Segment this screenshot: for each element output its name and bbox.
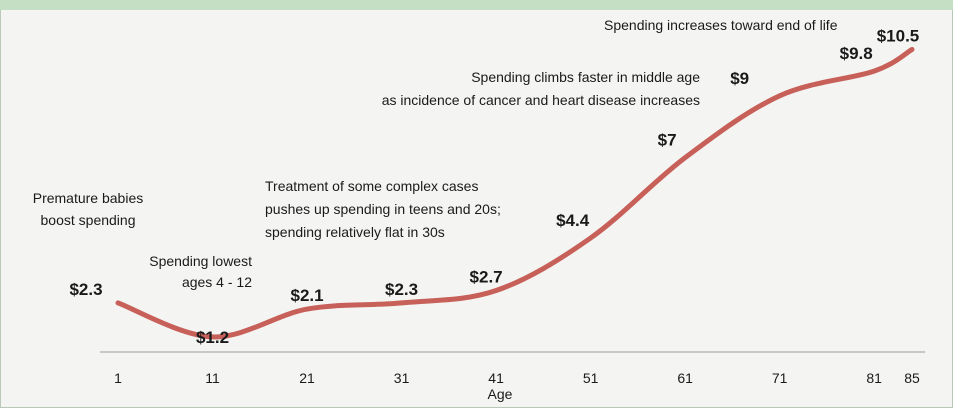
data-label: $10.5 — [877, 26, 920, 45]
annotation: Premature babies — [33, 190, 144, 206]
x-tick-label: 41 — [488, 370, 504, 386]
data-label: $2.3 — [385, 280, 418, 299]
x-tick-label: 71 — [772, 370, 788, 386]
data-label: $7 — [658, 131, 677, 150]
data-label: $2.7 — [470, 268, 503, 287]
annotation: Spending climbs faster in middle age — [471, 69, 700, 85]
x-tick-label: 1 — [114, 370, 122, 386]
annotation: ages 4 - 12 — [182, 274, 252, 290]
data-label: $2.3 — [69, 280, 102, 299]
annotation: pushes up spending in teens and 20s; — [265, 201, 501, 217]
data-label: $2.1 — [291, 286, 324, 305]
annotation: Spending lowest — [149, 253, 252, 269]
annotation: Spending increases toward end of life — [604, 17, 838, 33]
x-tick-label: 31 — [394, 370, 410, 386]
data-label: $4.4 — [556, 211, 590, 230]
annotation: boost spending — [41, 212, 136, 228]
x-tick-label: 81 — [866, 370, 882, 386]
annotation: as incidence of cancer and heart disease… — [382, 92, 700, 108]
x-tick-label: 85 — [904, 370, 920, 386]
data-label: $1.2 — [196, 328, 229, 347]
x-tick-label: 11 — [205, 370, 220, 386]
line — [115, 46, 915, 340]
annotation: spending relatively flat in 30s — [265, 224, 445, 240]
data-label: $9.8 — [840, 44, 873, 63]
annotation: Treatment of some complex cases — [265, 178, 478, 194]
x-axis-label: Age — [488, 386, 513, 402]
x-tick-label: 61 — [677, 370, 693, 386]
x-tick-label: 51 — [583, 370, 599, 386]
data-label: $9 — [730, 69, 749, 88]
top-band — [0, 0, 953, 10]
x-tick-label: 21 — [299, 370, 315, 386]
